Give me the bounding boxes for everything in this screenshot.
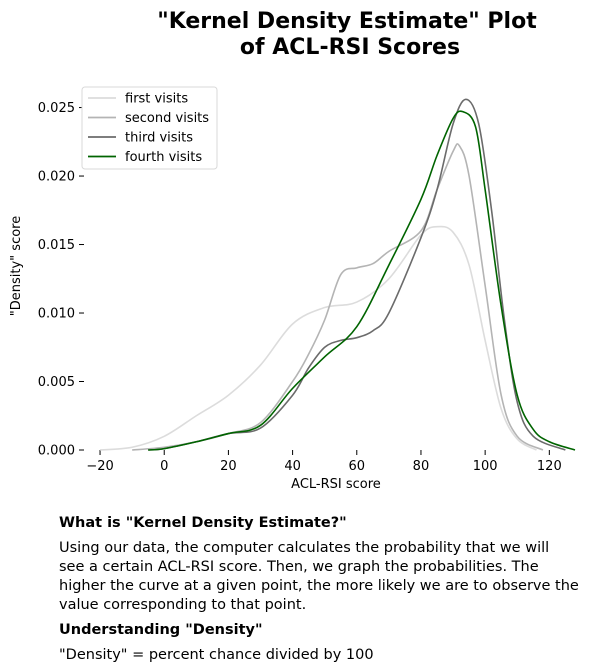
notes-heading-density: Understanding "Density" xyxy=(59,622,263,638)
chart-title-line-1: "Kernel Density Estimate" Plot xyxy=(157,9,537,34)
y-tick-label: 0.005 xyxy=(38,375,75,390)
legend-box xyxy=(81,86,218,170)
density-curve-series-2 xyxy=(132,143,544,451)
y-axis-label: "Density" score xyxy=(9,216,24,316)
x-tick-label: −20 xyxy=(86,459,113,474)
legend-label: first visits xyxy=(125,92,188,107)
x-tick-label: 0 xyxy=(160,459,168,474)
legend-label: second visits xyxy=(125,111,209,126)
explanation-notes: What is "Kernel Density Estimate?" Using… xyxy=(59,514,579,671)
x-tick-label: 20 xyxy=(220,459,237,474)
y-tick-label: 0.010 xyxy=(38,307,75,322)
notes-paragraph-kde: Using our data, the computer calculates … xyxy=(59,540,579,613)
notes-heading-kde: What is "Kernel Density Estimate?" xyxy=(59,515,347,531)
kde-chart: "Kernel Density Estimate" Plot of ACL-RS… xyxy=(9,9,576,492)
x-tick-label: 80 xyxy=(413,459,430,474)
y-tick-label: 0.025 xyxy=(38,101,75,116)
legend-label: fourth visits xyxy=(125,150,202,165)
y-tick-label: 0.015 xyxy=(38,238,75,253)
x-tick-label: 60 xyxy=(349,459,366,474)
density-curve-series-3 xyxy=(148,98,566,451)
axes: −20 0 20 40 60 80 100 120 0.000 0.005 0.010 0.015 0.… xyxy=(38,101,562,474)
density-curve-series-4 xyxy=(148,110,576,451)
x-axis-label: ACL-RSI score xyxy=(291,477,381,492)
x-tick-label: 120 xyxy=(537,459,562,474)
legend-label: third visits xyxy=(125,131,193,146)
legend: first visits second visits third visits fou… xyxy=(81,86,218,170)
x-tick-label: 40 xyxy=(284,459,301,474)
density-curves xyxy=(99,98,576,451)
density-curve-series-1 xyxy=(99,225,537,451)
notes-paragraph-density: "Density" = percent chance divided by 10… xyxy=(59,647,374,663)
chart-title-line-2: of ACL-RSI Scores xyxy=(240,35,460,60)
y-tick-label: 0.020 xyxy=(38,170,75,185)
x-tick-label: 100 xyxy=(473,459,498,474)
y-tick-label: 0.000 xyxy=(38,444,75,459)
